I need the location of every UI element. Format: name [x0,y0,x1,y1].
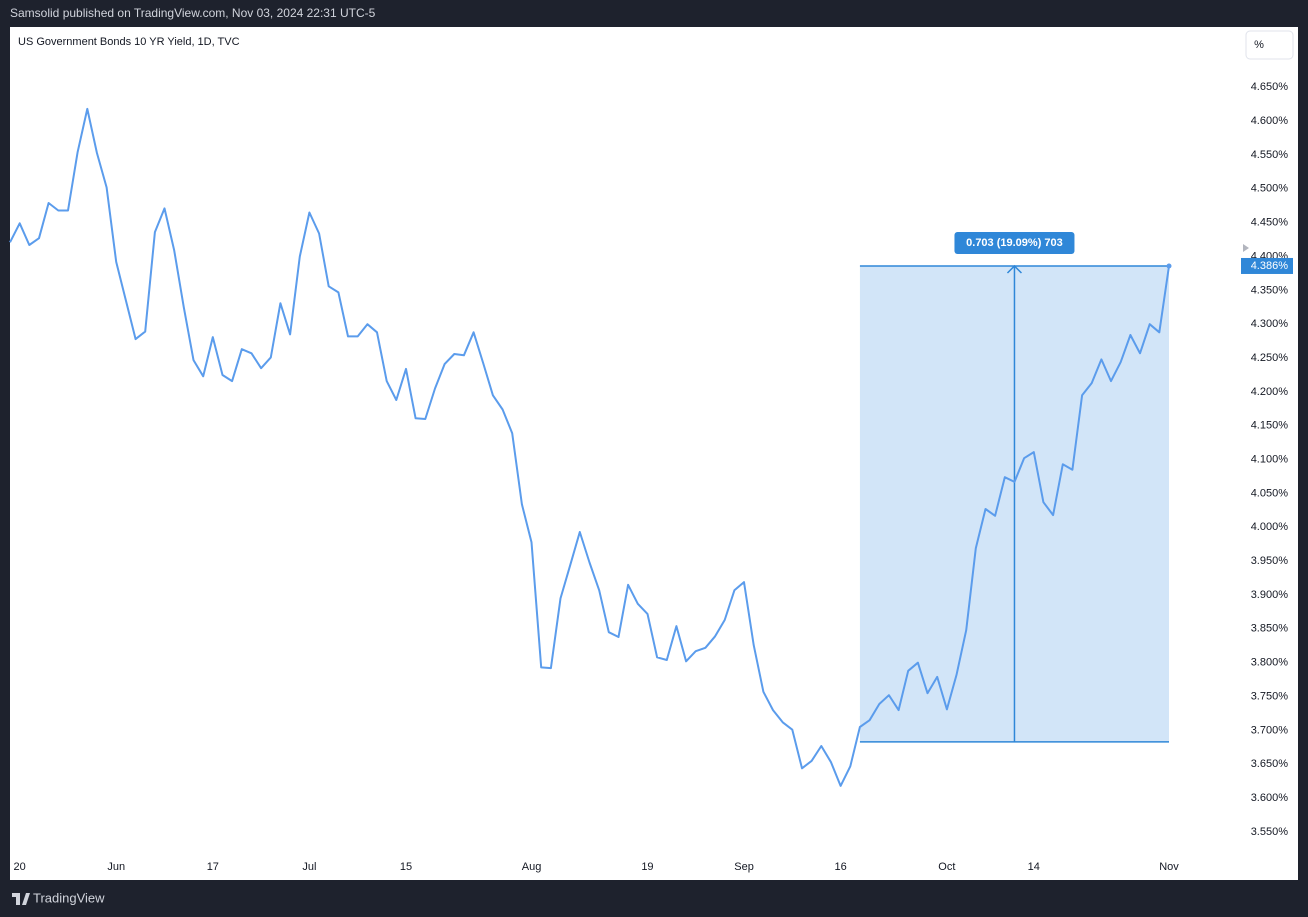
x-tick-label: Jul [302,861,316,873]
x-tick-label: 19 [641,861,653,873]
percent-button-label[interactable]: % [1254,39,1264,51]
y-tick-label: 3.850% [1251,623,1289,635]
price-line [9,107,1170,787]
y-tick-label: 4.600% [1251,115,1289,127]
y-tick-label: 4.450% [1251,217,1289,229]
x-tick-label: 20 [14,861,26,873]
x-tick-label: Nov [1159,861,1179,873]
x-tick-label: Aug [522,861,542,873]
y-tick-label: 4.300% [1251,318,1289,330]
logo-icon [12,893,30,905]
y-tick-label: 3.700% [1251,724,1289,736]
x-tick-label: Jun [107,861,125,873]
y-tick-label: 3.900% [1251,589,1289,601]
y-tick-label: 4.200% [1251,386,1289,398]
x-tick-label: 17 [207,861,219,873]
publish-header: Samsolid published on TradingView.com, N… [10,6,376,20]
y-tick-label: 4.350% [1251,284,1289,296]
y-tick-label: 4.500% [1251,183,1289,195]
chart-title: US Government Bonds 10 YR Yield, 1D, TVC [18,36,240,48]
tv-logo: TradingView [12,890,105,905]
y-tick-label: 3.800% [1251,657,1289,669]
y-tick-label: 4.150% [1251,420,1289,432]
last-marker [1243,243,1249,252]
y-tick-label: 3.950% [1251,555,1289,567]
y-tick-label: 4.000% [1251,521,1289,533]
last-point [1166,263,1172,269]
measure-arrowhead [1006,264,1023,274]
measure-label-box [954,231,1075,254]
y-tick-label: 3.550% [1251,826,1289,838]
y-tick-label: 3.750% [1251,690,1289,702]
y-tick-label: 3.650% [1251,758,1289,770]
last-value-label: 4.386% [1251,260,1289,272]
y-tick-label: 4.650% [1251,81,1289,93]
x-tick-label: Oct [938,861,955,873]
measure-label: 0.703 (19.09%) 703 [966,237,1063,249]
y-tick-label: 4.100% [1251,453,1289,465]
y-tick-label: 4.550% [1251,149,1289,161]
y-tick-label: 4.050% [1251,487,1289,499]
x-tick-label: 15 [400,861,412,873]
y-tick-label: 3.600% [1251,792,1289,804]
percent-button[interactable] [1245,30,1294,60]
x-tick-label: 16 [834,861,846,873]
x-tick-label: Sep [734,861,754,873]
last-value-tag [1241,257,1293,274]
y-tick-label: 4.250% [1251,352,1289,364]
x-tick-label: 14 [1028,861,1040,873]
footer-brand: TradingView [33,890,105,905]
